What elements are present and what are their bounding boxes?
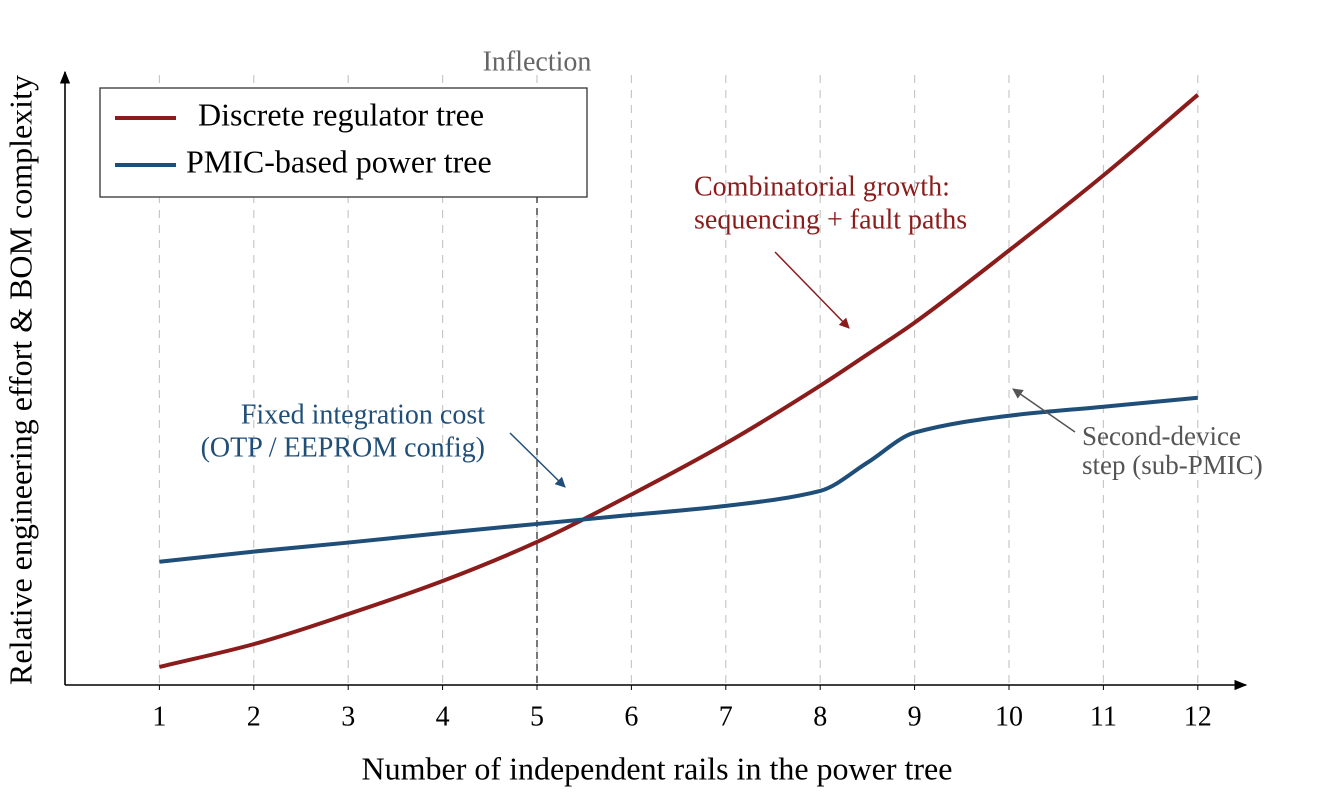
arrow bbox=[1012, 388, 1076, 433]
annotation: Fixed integration cost bbox=[241, 399, 485, 430]
legend-label: Discrete regulator tree bbox=[198, 96, 484, 132]
legend-label: PMIC-based power tree bbox=[186, 143, 492, 179]
x-tick-label: 8 bbox=[813, 701, 827, 732]
annotation: Second-device bbox=[1082, 421, 1241, 451]
x-tick-label: 5 bbox=[530, 701, 544, 732]
arrow bbox=[774, 251, 850, 329]
annotation: Inflection bbox=[483, 46, 592, 77]
legend-box bbox=[99, 87, 588, 198]
x-tick-label: 9 bbox=[908, 701, 922, 732]
x-tick-label: 10 bbox=[995, 701, 1023, 732]
legend: Discrete regulator tree PMIC-based power … bbox=[99, 87, 588, 198]
x-axis-label: Number of independent rails in the power… bbox=[362, 750, 953, 786]
annotation: step (sub-PMIC) bbox=[1082, 450, 1263, 480]
x-tick-label: 6 bbox=[624, 701, 638, 732]
x-tick-label: 12 bbox=[1184, 701, 1212, 732]
x-tick-label: 4 bbox=[436, 701, 450, 732]
x-tick-label: 11 bbox=[1090, 701, 1117, 732]
annotation: sequencing + fault paths bbox=[694, 204, 967, 235]
annotation: Combinatorial growth: bbox=[694, 171, 950, 202]
arrow bbox=[509, 432, 566, 488]
plot-area bbox=[158, 93, 1200, 669]
data-line bbox=[159, 395, 1198, 564]
y-axis-label: Relative engineering effort & BOM comple… bbox=[2, 75, 38, 685]
x-tick-label: 1 bbox=[152, 701, 166, 732]
x-tick-label: 7 bbox=[719, 701, 733, 732]
annotation: (OTP / EEPROM config) bbox=[201, 432, 485, 463]
x-tick-label: 3 bbox=[341, 701, 355, 732]
data-line bbox=[158, 93, 1200, 669]
x-tick-label: 2 bbox=[247, 701, 261, 732]
grid: 1 2 3 4 5 6 7 8 9 10 11 12 bbox=[152, 75, 1212, 732]
